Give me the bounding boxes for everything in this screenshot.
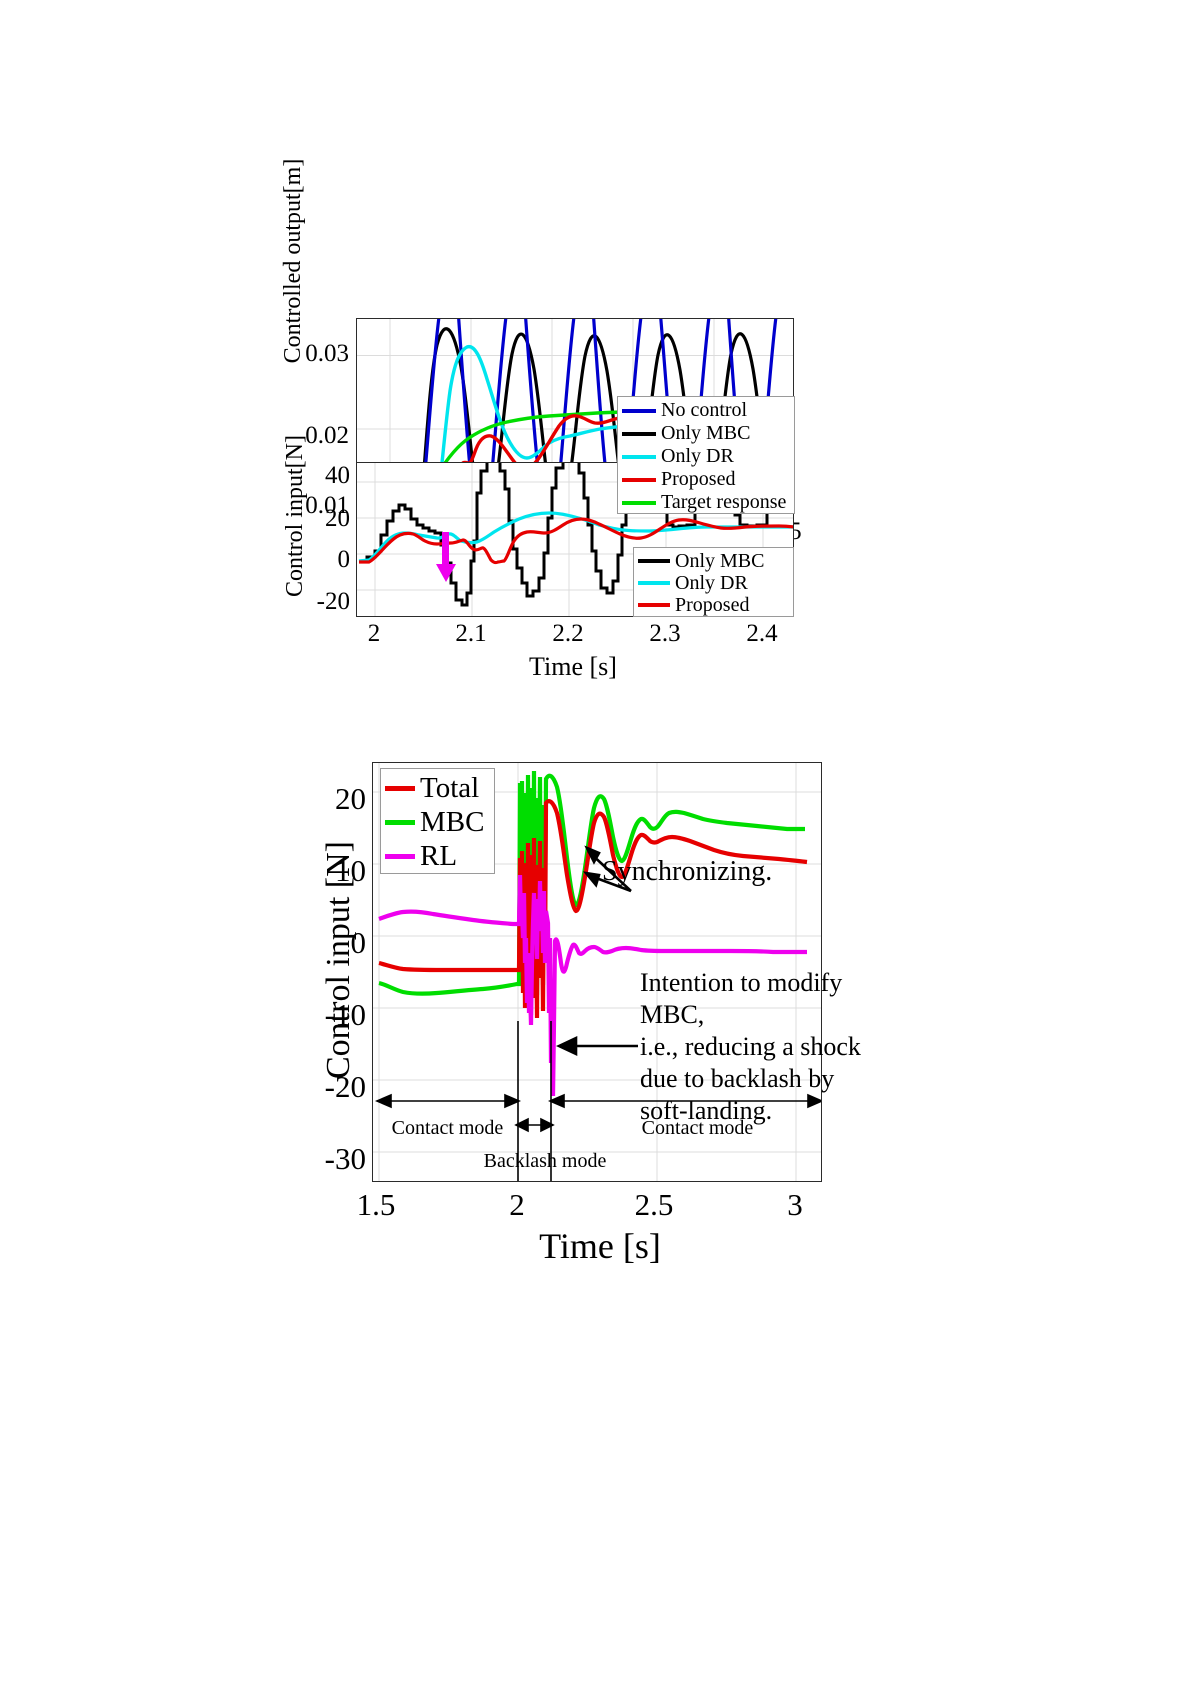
legend-swatch-only-dr-2 — [638, 581, 670, 585]
chart2-magenta-down-arrow — [436, 532, 456, 582]
chart3-series-total — [378, 799, 808, 1019]
chart2-xtick-2.1: 2.1 — [455, 620, 487, 647]
chart3-contact-mode-right-label: Contact mode — [641, 1117, 754, 1139]
legend-label-rl: RL — [420, 839, 458, 872]
chart3-backlash-mode-label: Backlash mode — [483, 1150, 607, 1172]
chart3-synchronizing-arrows — [582, 845, 632, 893]
legend-item-rl: RL — [385, 839, 488, 873]
legend-label-proposed: Proposed — [661, 468, 736, 490]
legend-item-proposed-2: Proposed — [638, 594, 787, 616]
chart2-ytick--20: -20 — [316, 588, 350, 615]
legend-label-proposed-2: Proposed — [675, 593, 750, 616]
chart1-ytick-0.02: 0.02 — [305, 422, 349, 449]
legend-swatch-proposed — [622, 477, 656, 482]
legend-label-total: Total — [420, 771, 480, 804]
chart-control-input-decomposition: Control input [N] 20 10 0 -10 -20 -30 — [280, 740, 900, 1270]
chart3-intention-annotation-line3: i.e., reducing a shock — [640, 1032, 861, 1061]
chart2-series-proposed — [359, 517, 793, 565]
chart2-xtick-2.4: 2.4 — [746, 620, 778, 647]
legend-label-only-dr-2: Only DR — [675, 571, 748, 594]
legend-swatch-rl — [385, 853, 415, 859]
chart3-xtick-3: 3 — [787, 1187, 803, 1222]
chart3-intention-annotation-line1: Intention to modify — [640, 968, 843, 997]
chart-control-input-compare: Control input[N] 40 20 0 -20 — [268, 420, 798, 681]
chart3-legend: Total MBC RL — [380, 768, 495, 874]
chart3-intention-annotation-line4: due to backlash by — [640, 1064, 835, 1093]
chart3-xtick-2: 2 — [509, 1187, 525, 1222]
chart3-intention-annotation-line5: soft-landing. — [640, 1096, 773, 1125]
legend-swatch-only-mbc — [622, 431, 656, 436]
chart3-ytick--20: -20 — [324, 1069, 366, 1104]
legend-label-only-mbc-2: Only MBC — [675, 549, 765, 572]
chart3-contact-mode-left-label: Contact mode — [391, 1117, 504, 1139]
chart2-x-axis-label: Time [s] — [529, 652, 617, 681]
chart3-xtick-1.5: 1.5 — [356, 1187, 396, 1222]
chart3-ytick--30: -30 — [324, 1141, 366, 1176]
chart3-synchronizing-annotation: Synchronizing. — [602, 856, 773, 887]
legend-item-total: Total — [385, 771, 488, 805]
legend-item-proposed: Proposed — [622, 468, 788, 491]
legend-swatch-only-mbc-2 — [638, 559, 670, 563]
chart2-ytick-20: 20 — [325, 505, 350, 532]
chart3-series-rl — [378, 874, 807, 1097]
chart2-xtick-2.3: 2.3 — [649, 620, 681, 647]
chart3-intention-arrow — [555, 1035, 638, 1057]
chart3-intention-annotation-line2: MBC, — [640, 1000, 705, 1029]
chart2-xtick-2: 2 — [367, 620, 381, 647]
legend-swatch-total — [385, 785, 415, 791]
legend-label-only-dr: Only DR — [661, 445, 734, 467]
legend-item-target-response: Target response — [622, 491, 788, 514]
chart3-x-axis-label: Time [s] — [539, 1226, 661, 1266]
legend-label-no-control: No control — [661, 399, 748, 421]
chart-controlled-output: Controlled output[m] 0.03 0.02 0.01 — [268, 150, 802, 577]
chart1-ytick-0.03: 0.03 — [305, 340, 349, 367]
legend-label-mbc: MBC — [420, 805, 485, 838]
chart3-ytick-10: 10 — [335, 853, 366, 888]
legend-label-only-mbc: Only MBC — [661, 422, 751, 444]
chart3-mode-span-arrows — [374, 1093, 821, 1133]
chart2-ytick-40: 40 — [325, 462, 350, 489]
chart2-xtick-2.2: 2.2 — [552, 620, 584, 647]
chart2-legend: Only MBC Only DR Proposed — [633, 547, 794, 617]
legend-swatch-only-dr — [622, 454, 656, 459]
legend-swatch-mbc — [385, 819, 415, 825]
chart1-legend: No control Only MBC Only DR Proposed Tar… — [617, 396, 795, 514]
legend-item-only-dr-2: Only DR — [638, 572, 787, 594]
legend-item-mbc: MBC — [385, 805, 488, 839]
legend-item-no-control: No control — [622, 399, 788, 422]
chart2-series-only-dr — [358, 511, 793, 563]
legend-item-only-mbc: Only MBC — [622, 422, 788, 445]
legend-item-only-mbc-2: Only MBC — [638, 550, 787, 572]
legend-item-only-dr: Only DR — [622, 445, 788, 468]
chart3-ytick-0: 0 — [350, 925, 367, 960]
chart3-ytick-20: 20 — [335, 781, 366, 816]
legend-swatch-target-response — [622, 500, 656, 505]
chart1-ytick-0.01: 0.01 — [305, 492, 349, 519]
chart3-xtick-2.5: 2.5 — [634, 1187, 674, 1222]
chart2-ytick-0: 0 — [337, 546, 351, 573]
legend-label-target-response: Target response — [661, 491, 787, 513]
legend-swatch-proposed-2 — [638, 603, 670, 607]
legend-swatch-no-control — [622, 408, 656, 413]
chart3-ytick--10: -10 — [324, 997, 366, 1032]
